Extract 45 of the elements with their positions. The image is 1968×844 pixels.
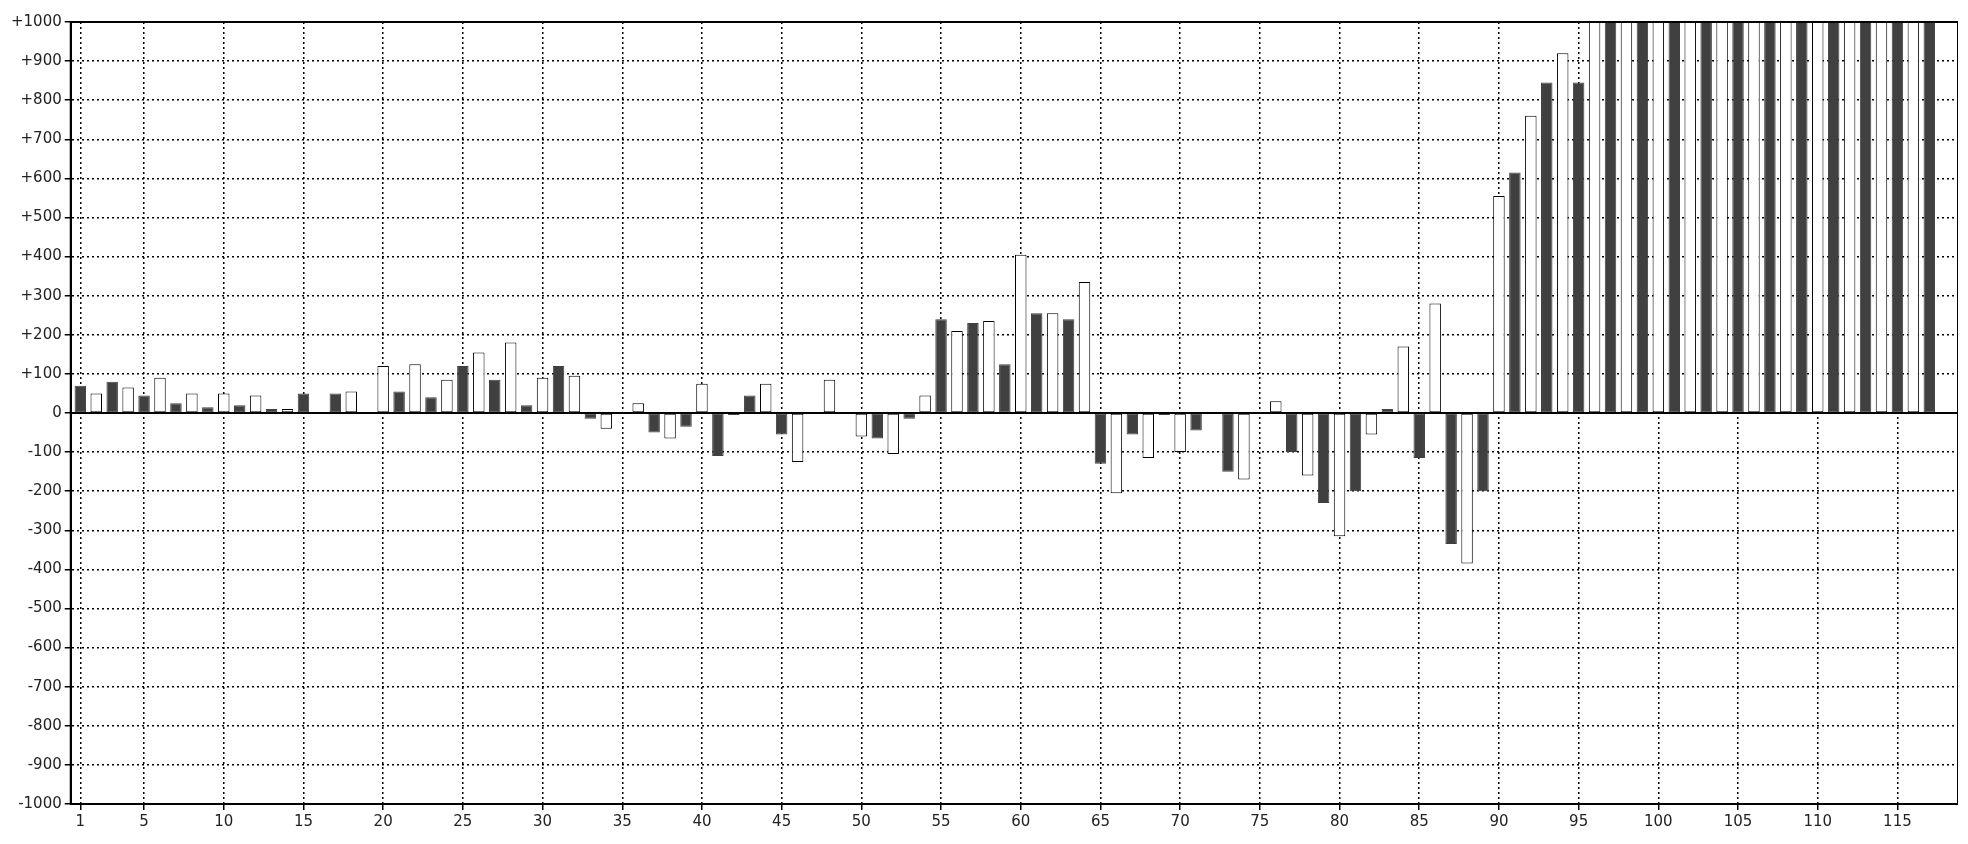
y-tick-label: 0 (52, 402, 62, 421)
x-tick-label: 45 (772, 811, 792, 830)
y-tick-label: -800 (27, 715, 62, 734)
x-tick-label: 10 (214, 811, 234, 830)
x-tick-label: 115 (1883, 811, 1912, 830)
y-tick-label: -200 (27, 481, 62, 500)
x-tick-label: 50 (851, 811, 871, 830)
x-tick-label: 110 (1803, 811, 1833, 830)
x-tick-label: 25 (453, 811, 473, 830)
y-tick-label: +900 (20, 50, 62, 69)
y-tick-label: +400 (20, 246, 62, 265)
x-tick-label: 40 (692, 811, 712, 830)
x-tick-label: 20 (373, 811, 393, 830)
y-tick-label: -500 (27, 598, 62, 617)
y-tick-label: +100 (20, 363, 62, 382)
y-tick-label: -900 (27, 754, 62, 773)
x-tick-label: 5 (139, 811, 149, 830)
y-tick-label: -400 (27, 559, 62, 578)
x-tick-label: 55 (931, 811, 951, 830)
y-tick-label: +1000 (10, 11, 62, 30)
x-tick-label: 70 (1170, 811, 1190, 830)
y-tick-label: +300 (20, 285, 62, 304)
y-tick-label: -700 (27, 676, 62, 695)
x-tick-label: 100 (1644, 811, 1673, 830)
x-tick-label: 15 (293, 811, 314, 830)
y-tick-label: -100 (27, 441, 62, 460)
x-tick-label: 60 (1011, 811, 1031, 830)
y-tick-label: +700 (20, 129, 62, 148)
x-tick-label: 90 (1489, 811, 1509, 830)
y-tick-label: +800 (20, 90, 62, 109)
x-tick-label: 65 (1090, 811, 1110, 830)
y-tick-label: +600 (20, 168, 62, 187)
x-tick-label: 95 (1569, 811, 1589, 830)
x-tick-label: 75 (1250, 811, 1270, 830)
y-tick-label: -1000 (18, 793, 62, 812)
x-tick-label: 85 (1409, 811, 1429, 830)
x-tick-label: 35 (612, 811, 632, 830)
x-tick-label: 105 (1723, 811, 1753, 830)
x-tick-label: 1 (75, 811, 86, 830)
y-tick-label: -600 (27, 637, 62, 656)
y-tick-label: -300 (27, 520, 62, 539)
x-tick-label: 30 (533, 811, 553, 830)
x-tick-label: 80 (1329, 811, 1350, 830)
y-tick-label: +500 (20, 207, 62, 226)
y-tick-label: +200 (20, 324, 62, 343)
